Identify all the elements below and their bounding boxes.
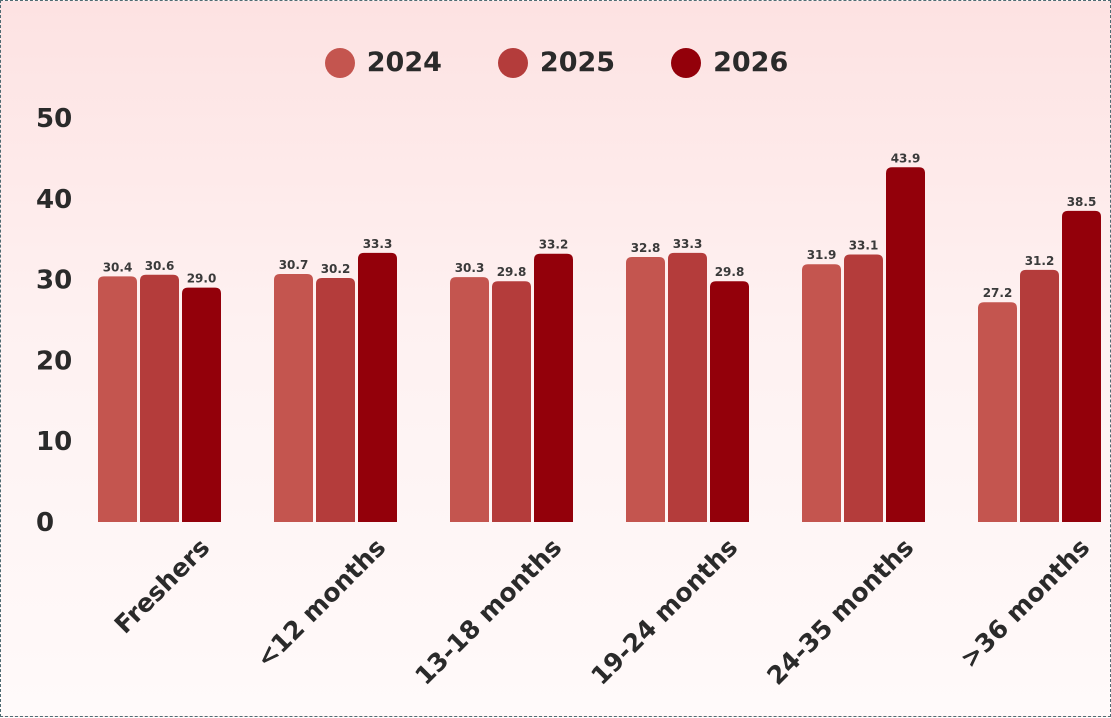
bar-2025: [492, 281, 531, 522]
bar-2026: [534, 253, 573, 522]
y-tick-label: 20: [36, 346, 72, 376]
y-tick-label: 10: [36, 427, 72, 457]
legend-label-2026: 2026: [713, 47, 789, 78]
data-label: 30.4: [103, 260, 133, 274]
data-label: 27.2: [983, 286, 1013, 300]
data-label: 33.1: [849, 239, 879, 253]
x-tick-label: 24-35 months: [761, 533, 919, 691]
bar-2025: [140, 274, 179, 522]
data-label: 33.3: [363, 237, 393, 251]
data-label: 33.2: [539, 238, 569, 252]
bar-2024: [802, 264, 841, 522]
x-tick-label: Freshers: [109, 533, 215, 639]
data-label: 31.2: [1025, 254, 1055, 268]
bar-2026: [710, 281, 749, 522]
bar-2026: [1062, 210, 1101, 523]
legend-swatch-2024: [324, 47, 355, 78]
legend-item-2024: 2024: [324, 47, 442, 78]
bar-2025: [1020, 269, 1059, 522]
bar-2026: [358, 252, 397, 522]
bar-2024: [450, 277, 489, 522]
data-label: 30.7: [279, 258, 309, 272]
bar-2024: [978, 302, 1017, 522]
y-tick-label: 30: [36, 266, 72, 296]
legend-swatch-2025: [497, 47, 528, 78]
data-label: 30.6: [145, 259, 175, 273]
bar-2025: [316, 277, 355, 522]
x-tick-label: 19-24 months: [585, 533, 743, 691]
legend-item-2025: 2025: [497, 47, 616, 78]
bar-2024: [98, 276, 137, 522]
x-tick-label: 13-18 months: [409, 533, 567, 691]
data-label: 43.9: [891, 151, 921, 165]
data-label: 30.3: [455, 261, 485, 275]
bar-2024: [274, 273, 313, 522]
legend-swatch-2026: [671, 47, 702, 78]
data-label: 30.2: [321, 262, 351, 276]
data-label: 29.8: [715, 265, 745, 279]
legend-item-2026: 2026: [671, 47, 788, 78]
bar-2026: [182, 287, 221, 522]
x-tick-label: <12 months: [250, 533, 391, 674]
data-label: 29.8: [497, 265, 527, 279]
data-label: 32.8: [631, 241, 661, 255]
data-label: 33.3: [673, 237, 703, 251]
bar-2026: [886, 167, 925, 522]
data-label: 29.0: [187, 272, 217, 286]
bar-2025: [844, 254, 883, 522]
data-label: 38.5: [1067, 195, 1097, 209]
bar-2025: [668, 252, 707, 522]
y-tick-label: 0: [36, 508, 54, 538]
legend-label-2024: 2024: [366, 47, 442, 78]
x-tick-label: >36 months: [954, 533, 1095, 674]
y-tick-label: 40: [36, 185, 72, 215]
y-tick-label: 50: [36, 104, 72, 134]
data-label: 31.9: [807, 248, 837, 262]
bar-2024: [626, 256, 665, 522]
legend: 2024 2025 2026: [1, 47, 1111, 78]
legend-label-2025: 2025: [539, 47, 616, 78]
